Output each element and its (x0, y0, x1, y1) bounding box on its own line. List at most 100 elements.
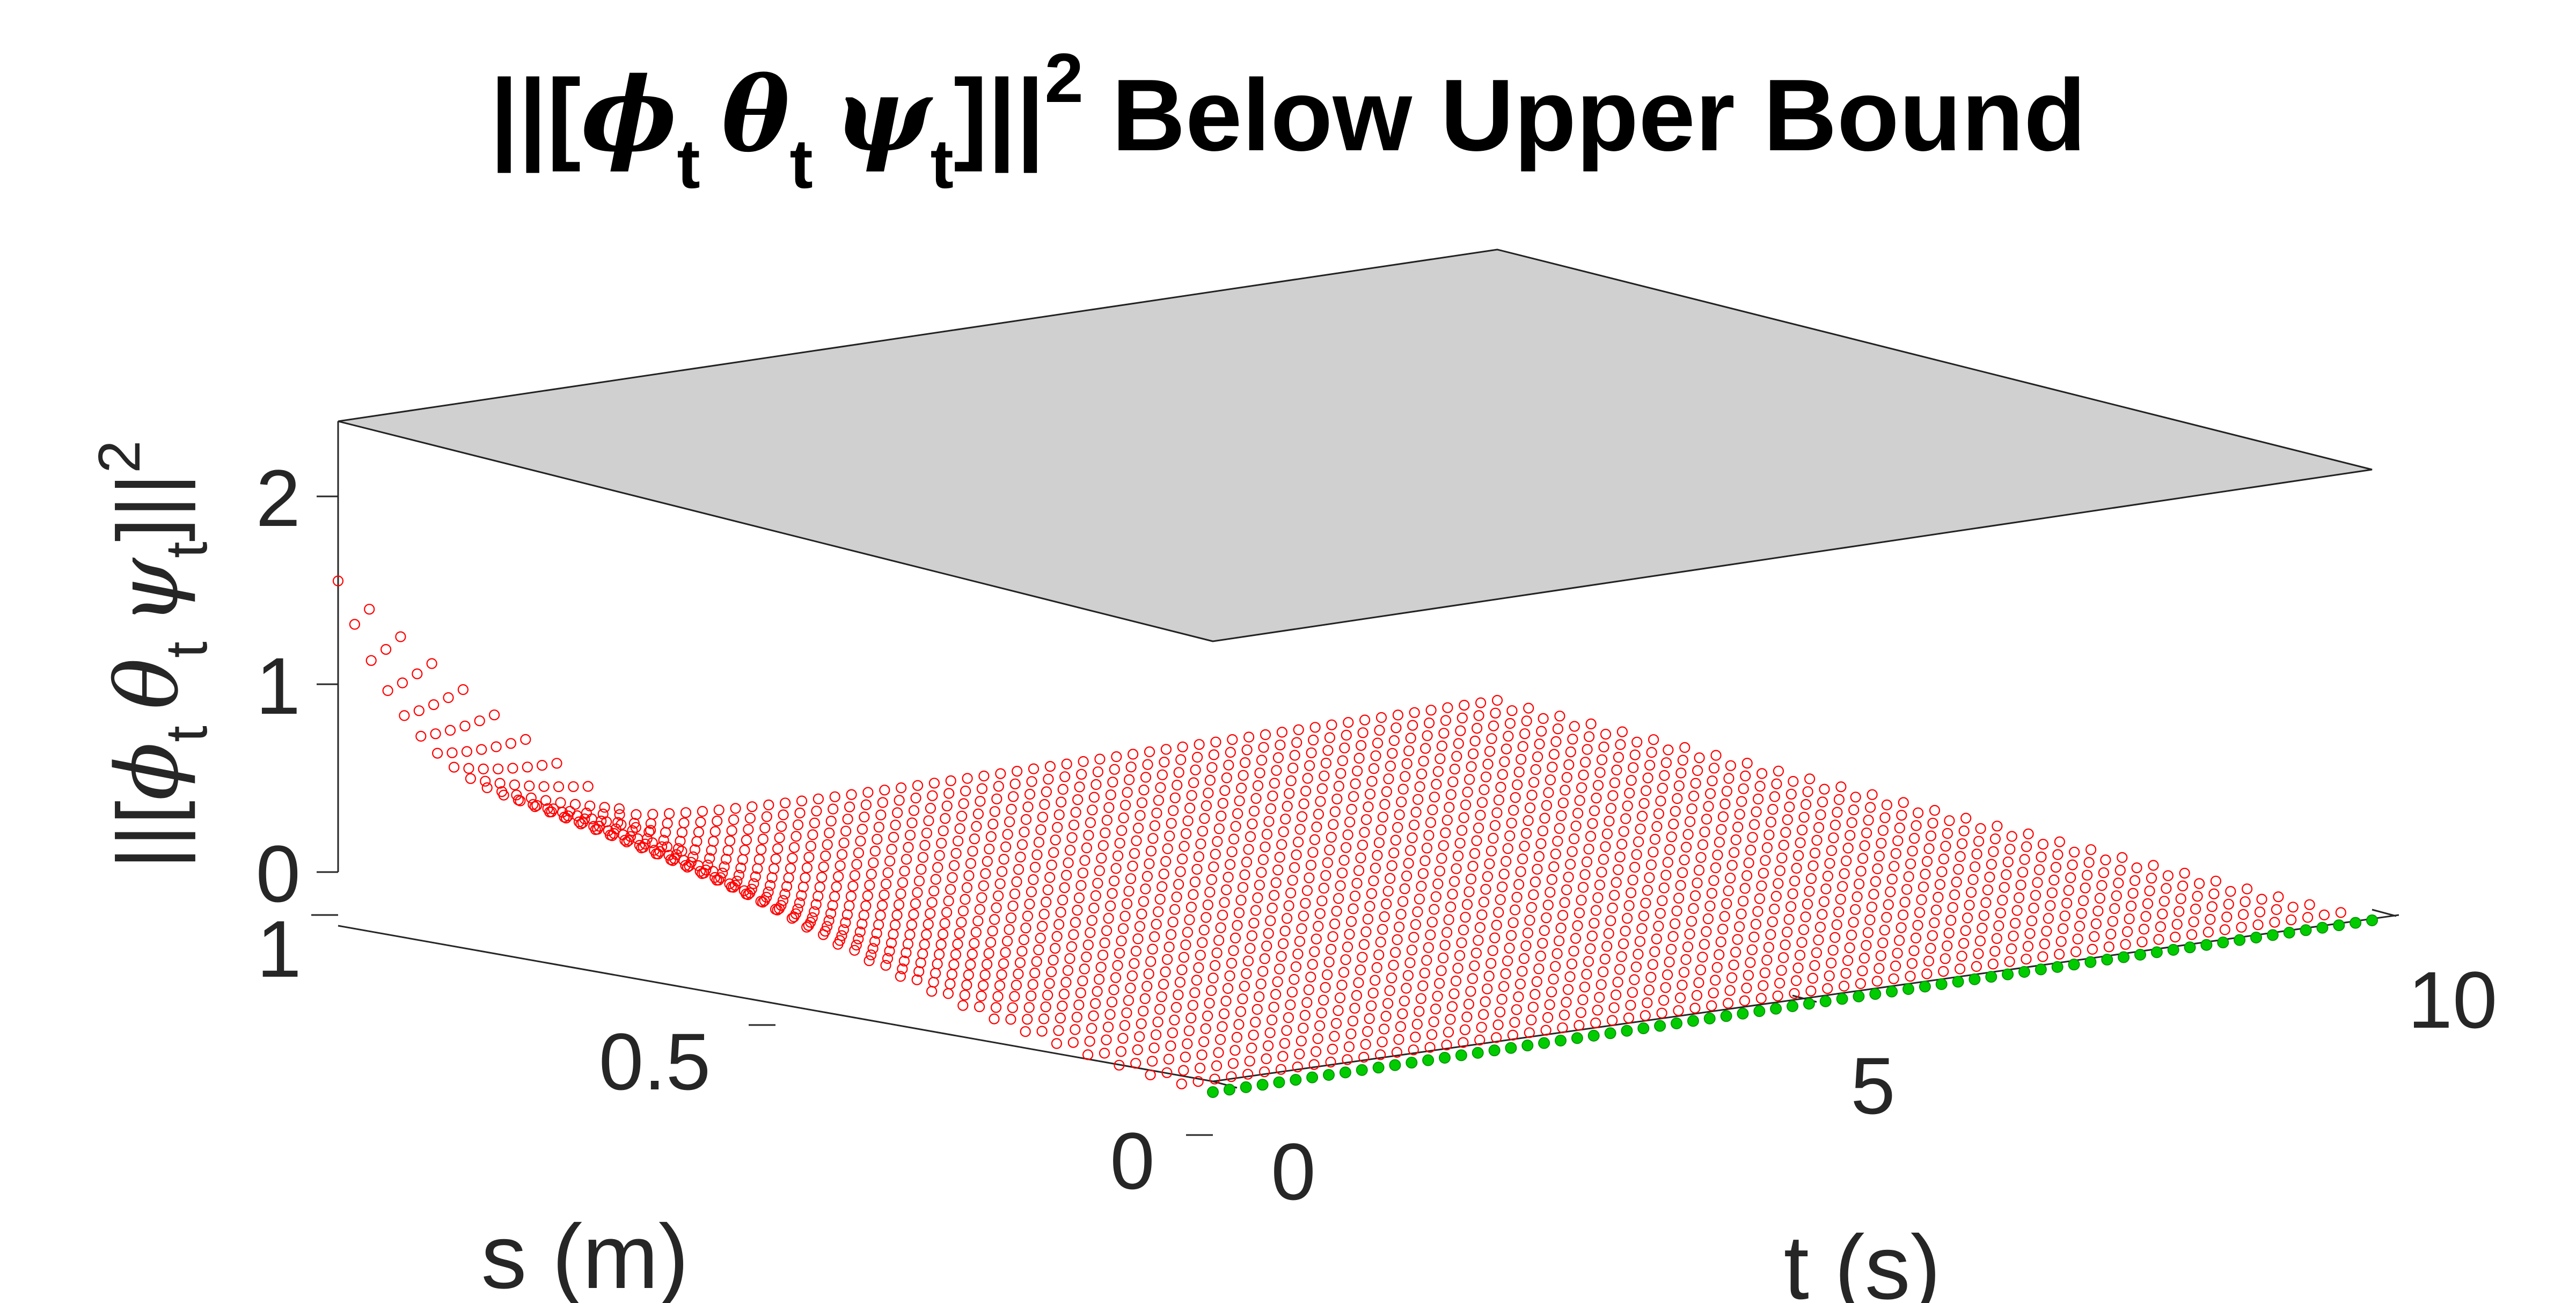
surface-marker (1973, 836, 1985, 847)
surface-marker (1673, 1005, 1684, 1016)
surface-marker (991, 902, 1002, 913)
surface-marker (2287, 902, 2299, 913)
surface-marker (828, 803, 839, 815)
surface-marker (1274, 963, 1285, 975)
surface-marker (2242, 883, 2253, 895)
surface-marker (1263, 928, 1274, 939)
surface-marker (1539, 925, 1550, 936)
surface-marker (1805, 873, 1817, 884)
surface-marker (1375, 824, 1387, 836)
surface-marker (1171, 891, 1182, 903)
surface-marker (1845, 830, 1856, 841)
surface-marker (898, 955, 910, 967)
surface-marker (1868, 889, 1879, 900)
surface-marker (897, 963, 908, 975)
surface-marker (1291, 737, 1302, 748)
surface-marker (1512, 779, 1523, 790)
surface-marker (1169, 792, 1181, 803)
surface-marker (1467, 973, 1478, 984)
surface-marker (1228, 833, 1240, 845)
surface-marker (1550, 961, 1561, 972)
surface-marker (1448, 988, 1460, 999)
surface-marker (1091, 779, 1102, 790)
surface-marker (1255, 978, 1267, 990)
surface-marker (1461, 1011, 1473, 1023)
surface-marker (1554, 823, 1565, 834)
surface-marker (1635, 823, 1646, 834)
surface-marker (912, 780, 924, 791)
surface-marker (1785, 788, 1797, 800)
surface-marker (779, 888, 791, 900)
surface-marker (1666, 943, 1677, 955)
surface-marker (1523, 702, 1534, 714)
surface-marker (1016, 839, 1028, 850)
surface-marker (1104, 1009, 1116, 1020)
surface-marker (599, 802, 610, 813)
surface-marker (2146, 873, 2157, 884)
surface-marker (1813, 822, 1825, 833)
surface-marker (1086, 1023, 1097, 1034)
surface-marker (2286, 914, 2297, 926)
surface-marker (1601, 941, 1613, 952)
surface-marker (1234, 795, 1245, 807)
surface-marker (1921, 968, 1933, 979)
surface-marker (1577, 994, 1589, 1006)
surface-marker (982, 855, 993, 867)
surface-marker (1753, 793, 1764, 805)
surface-marker (1622, 913, 1633, 924)
surface-marker (1230, 932, 1241, 944)
surface-marker (1804, 773, 1816, 785)
surface-marker (1055, 1012, 1066, 1024)
surface-marker (932, 958, 943, 970)
surface-marker (1370, 750, 1381, 762)
surface-marker (886, 844, 897, 855)
surface-marker (879, 785, 890, 796)
surface-marker (2127, 888, 2139, 899)
surface-marker (1329, 806, 1341, 817)
surface-marker (2061, 897, 2073, 909)
surface-marker (1801, 799, 1812, 810)
surface-marker (945, 775, 956, 787)
surface-marker (1773, 765, 1784, 777)
surface-marker (1367, 987, 1379, 999)
surface-marker (1751, 806, 1762, 817)
surface-marker (1988, 846, 1999, 858)
surface-marker (1584, 731, 1595, 742)
surface-marker (1002, 829, 1013, 840)
surface-marker (584, 800, 596, 811)
surface-marker (1901, 884, 1913, 895)
edge-marker (1952, 976, 1964, 988)
surface-marker (1648, 734, 1659, 745)
edge-marker (1372, 1062, 1385, 1074)
surface-marker (2205, 913, 2216, 925)
surface-marker (1094, 865, 1105, 876)
surface-marker (813, 890, 824, 902)
surface-marker (1041, 896, 1052, 908)
surface-marker (1042, 990, 1053, 1001)
surface-marker (1141, 870, 1153, 882)
surface-marker (1029, 861, 1041, 873)
surface-marker (1912, 919, 1923, 931)
surface-marker (1109, 764, 1120, 775)
surface-marker (1513, 766, 1525, 778)
surface-marker (1583, 844, 1594, 855)
surface-marker (1680, 954, 1692, 965)
surface-marker (2144, 885, 2155, 897)
surface-marker (1073, 999, 1085, 1011)
surface-marker (1335, 768, 1346, 779)
surface-marker (1176, 964, 1188, 976)
surface-marker (1907, 845, 1918, 857)
surface-marker (1138, 1005, 1149, 1017)
surface-marker (2065, 872, 2076, 883)
surface-marker (1471, 835, 1482, 846)
surface-marker (1611, 764, 1622, 776)
surface-marker (1854, 879, 1865, 890)
surface-marker (1796, 936, 1807, 948)
surface-marker (1360, 814, 1372, 825)
surface-marker (1298, 798, 1309, 810)
surface-marker (1585, 943, 1596, 955)
surface-marker (865, 949, 877, 961)
surface-marker (1099, 1048, 1110, 1059)
surface-marker (1382, 998, 1394, 1009)
surface-marker (443, 692, 454, 704)
